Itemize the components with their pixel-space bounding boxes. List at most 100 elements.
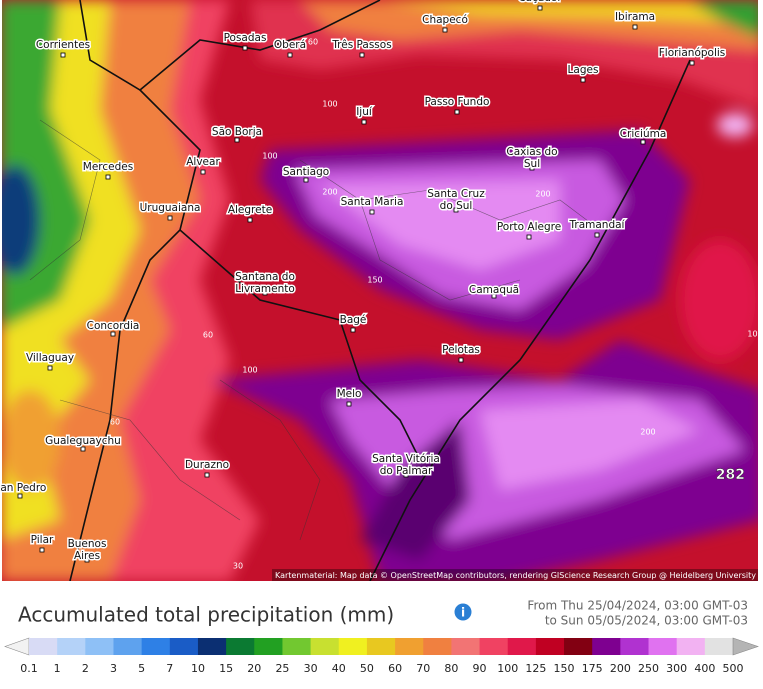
place-dot <box>361 119 367 125</box>
map <box>2 0 758 581</box>
legend-swatch <box>423 638 452 655</box>
place-dot <box>491 293 497 299</box>
legend-swatch <box>648 638 678 655</box>
contour-label: 200 <box>322 188 337 197</box>
place-dot <box>640 139 646 145</box>
attribution-bg <box>272 569 758 581</box>
place-label: Ibirama <box>615 11 655 23</box>
legend-label: 70 <box>416 662 430 675</box>
legend-label: 100 <box>497 662 518 675</box>
place-label: Tramandaí <box>569 219 626 231</box>
legend-label: 125 <box>525 662 546 675</box>
borders <box>69 0 691 581</box>
date-to: to Sun 05/05/2024, 03:00 GMT-03 <box>545 614 748 628</box>
legend-label: 300 <box>666 662 687 675</box>
legend-swatch <box>704 638 734 655</box>
legend-label: 60 <box>388 662 402 675</box>
place-label: São Borja <box>212 126 262 138</box>
place-label: Camaquã <box>469 284 519 296</box>
legend-swatch <box>197 638 227 655</box>
attribution: Kartenmaterial: Map data © OpenStreetMap… <box>275 571 756 580</box>
legend-swatch <box>507 638 537 655</box>
legend-label: 7 <box>166 662 173 675</box>
place-dot <box>204 472 210 478</box>
legend-label: 15 <box>219 662 233 675</box>
legend-label: 40 <box>332 662 346 675</box>
legend-label: 80 <box>444 662 458 675</box>
legend-swatch <box>57 638 86 655</box>
place-dot <box>369 209 375 215</box>
legend-label: 150 <box>554 662 575 675</box>
place-label: Santa Maria <box>341 196 404 208</box>
contour-label: 60 <box>110 418 120 427</box>
legend-label: 200 <box>610 662 631 675</box>
date-from: From Thu 25/04/2024, 03:00 GMT-03 <box>527 599 748 613</box>
place-label: Pelotas <box>442 344 480 356</box>
legend-swatch <box>564 638 593 655</box>
place-dot <box>110 331 116 337</box>
place-dot <box>247 217 253 223</box>
legend-swatch <box>226 638 255 655</box>
legend-swatch <box>395 638 424 655</box>
contour-label: 150 <box>367 276 382 285</box>
place-dot <box>346 401 352 407</box>
place-label: Corrientes <box>36 39 90 51</box>
place-label: Santana do Livramento <box>235 271 295 295</box>
places: Corrientes Posadas Oberá Três Passos Chapecó… <box>0 0 727 564</box>
place-label: Durazno <box>185 459 229 471</box>
contour-label: 30 <box>233 562 243 571</box>
legend-swatch <box>169 638 199 655</box>
legend-label: 500 <box>723 662 744 675</box>
contour-label: 100 <box>747 330 762 339</box>
info-icon[interactable]: i <box>454 603 472 621</box>
place-label: Alegrete <box>228 204 272 216</box>
place-dot <box>47 365 53 371</box>
legend-label: 90 <box>473 662 487 675</box>
legend-swatch <box>310 638 340 655</box>
legend-label: 20 <box>247 662 261 675</box>
place-dot <box>537 5 543 11</box>
place-label: Três Passos <box>331 39 391 51</box>
place-label: Ijuí <box>356 106 373 118</box>
place-label: Porto Alegre <box>497 221 561 233</box>
place-dot <box>167 215 173 221</box>
legend-swatch <box>338 638 368 655</box>
place-dot <box>80 446 86 452</box>
svg-text:i: i <box>461 606 465 620</box>
place-label: Santiago <box>283 166 329 178</box>
legend-label: 10 <box>191 662 205 675</box>
place-dot <box>303 177 309 183</box>
contour-label: 60 <box>203 331 213 340</box>
place-dot <box>529 165 535 171</box>
place-label: Oberá <box>274 39 306 51</box>
place-dot <box>689 60 695 66</box>
place-label: Passo Fundo <box>425 96 490 108</box>
place-label: Posadas <box>224 32 267 44</box>
place-label: Mercedes <box>83 161 133 173</box>
legend: 0.1 1 2 3 5 7 10 15 20 25 30 40 50 60 70 80 90 100 125 150 1… <box>4 637 759 675</box>
place-dot <box>200 169 206 175</box>
legend-swatch <box>676 638 706 655</box>
legend-arrow <box>732 637 759 656</box>
place-label: Chapecó <box>422 14 468 26</box>
legend-swatch <box>141 638 171 655</box>
legend-label: 250 <box>638 662 659 675</box>
legend-swatch <box>535 638 565 655</box>
place-dot <box>17 493 23 499</box>
place-dot <box>242 45 248 51</box>
place-dot <box>287 52 293 58</box>
legend-swatch <box>620 638 650 655</box>
legend-swatch <box>85 638 114 655</box>
legend-label: 50 <box>360 662 374 675</box>
legend-swatch <box>479 638 509 655</box>
place-label: Melo <box>337 388 362 400</box>
legend-swatch <box>451 638 481 655</box>
place-label: Caçador <box>518 0 562 4</box>
max-label: 282 <box>716 467 745 483</box>
place-label: Santa Vitória do Palmar <box>372 453 440 477</box>
subdivisions <box>29 119 601 541</box>
contour-label: 200 <box>640 428 655 437</box>
legend-label: 30 <box>304 662 318 675</box>
contour-label: 200 <box>535 190 550 199</box>
